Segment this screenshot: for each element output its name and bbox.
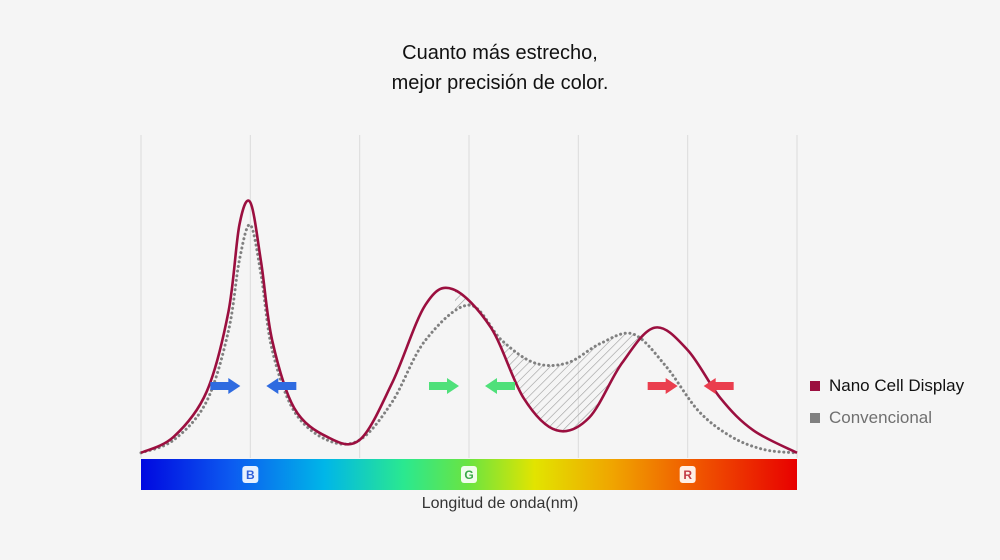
band-arrows — [210, 378, 734, 394]
band-label-g: G — [464, 468, 473, 482]
legend-swatch-convencional — [810, 413, 820, 423]
gridlines — [140, 135, 798, 458]
arrow-left-icon-g — [485, 378, 515, 394]
arrow-right-icon-b — [210, 378, 241, 394]
legend-item-nano-cell: Nano Cell Display — [810, 370, 964, 402]
band-badge-bg-g — [461, 466, 477, 483]
band-label-b: B — [246, 468, 255, 482]
band-badge-bg-r — [679, 466, 696, 483]
band-badge-bg-b — [242, 466, 259, 483]
band-badge-r: R — [679, 466, 696, 483]
arrow-left-icon-b — [266, 378, 297, 394]
hatch-fill — [455, 290, 640, 432]
legend-label-convencional: Convencional — [829, 408, 933, 427]
arrow-right-icon-r — [647, 378, 678, 394]
chart-title-line-2: mejor precisión de color. — [391, 72, 609, 94]
legend-item-convencional: Convencional — [810, 402, 964, 434]
band-badge-b: B — [242, 466, 259, 483]
band-label-r: R — [683, 468, 692, 482]
x-axis-label: Longitud de onda(nm) — [421, 495, 579, 512]
difference-hatch-area — [455, 290, 640, 432]
legend-swatch-nano-cell — [810, 381, 820, 391]
chart-title-line-1: Cuanto más estrecho, — [402, 42, 598, 64]
series-line-convencional — [139, 223, 799, 455]
series-line-nano-cell — [140, 199, 798, 454]
legend-label-nano-cell: Nano Cell Display — [829, 376, 965, 395]
chart-title: Cuanto más estrecho, mejor precisión de … — [0, 38, 1000, 98]
arrow-right-icon-g — [429, 378, 459, 394]
band-badge-g: G — [461, 466, 477, 483]
legend: Nano Cell Display Convencional — [810, 370, 964, 434]
arrow-left-icon-r — [703, 378, 734, 394]
